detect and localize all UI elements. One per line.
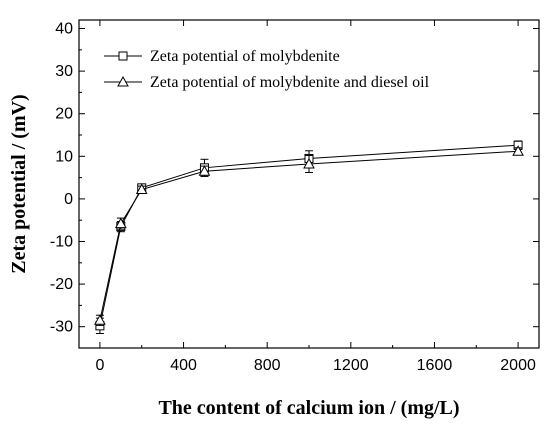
x-tick-label: 0 (95, 357, 104, 374)
x-tick-label: 1200 (333, 357, 369, 374)
y-axis-title: Zeta potential / (mV) (8, 94, 30, 273)
series-2 (94, 145, 524, 326)
data-point (512, 145, 524, 156)
x-axis: 0 400 800 1200 1600 2000 (95, 20, 536, 374)
y-tick-label: -10 (50, 234, 73, 251)
legend-marker (117, 75, 129, 87)
legend: Zeta potential of molybdenite Zeta potent… (104, 48, 430, 91)
series-layer (94, 140, 524, 335)
x-tick-label: 800 (254, 357, 281, 374)
x-axis-title: The content of calcium ion / (mg/L) (158, 397, 459, 419)
y-tick-label: 20 (55, 106, 73, 123)
data-point (94, 314, 106, 325)
y-tick-label: 10 (55, 148, 73, 165)
legend-label: Zeta potential of molybdenite and diesel… (150, 74, 430, 91)
legend-marker (118, 51, 128, 61)
data-point (114, 217, 127, 229)
data-point (303, 157, 315, 169)
x-tick-label: 400 (170, 357, 197, 374)
series-line (99, 144, 519, 326)
x-tick-label: 1600 (417, 357, 453, 374)
y-tick-label: 0 (64, 191, 73, 208)
series-line (99, 150, 519, 321)
y-axis: -30 -20 -10 0 10 20 30 40 (50, 21, 539, 336)
y-tick-label: -20 (50, 276, 73, 293)
y-tick-label: 40 (55, 21, 73, 38)
plot-frame (78, 19, 540, 349)
x-tick-label: 2000 (500, 357, 536, 374)
y-tick-label: 30 (55, 63, 73, 80)
legend-label: Zeta potential of molybdenite (150, 48, 340, 65)
y-tick-label: -30 (50, 319, 73, 336)
data-point (198, 165, 211, 176)
data-point (135, 183, 148, 195)
